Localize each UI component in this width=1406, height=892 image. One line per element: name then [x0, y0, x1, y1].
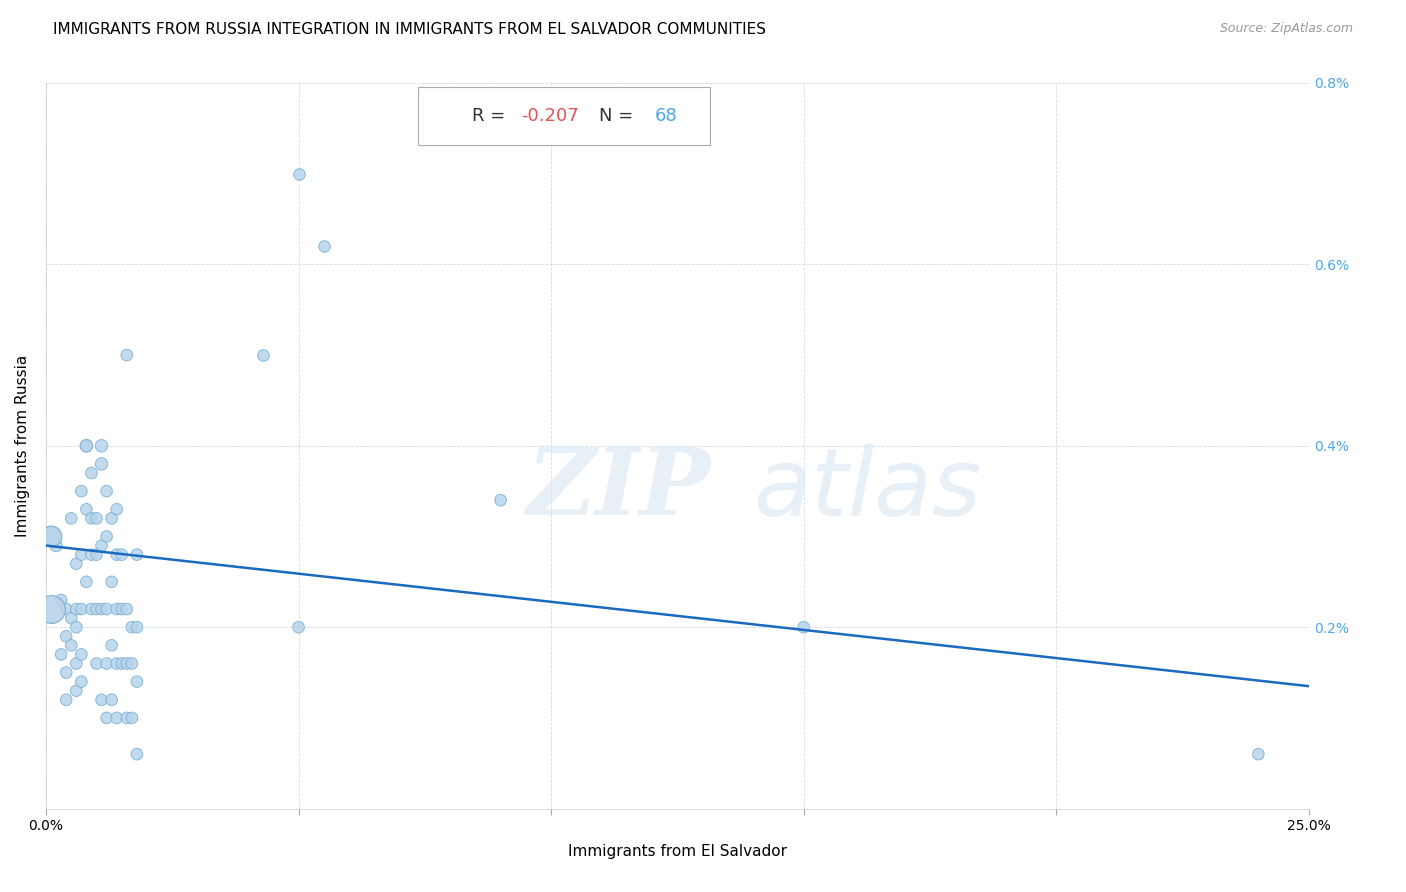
Point	[111, 657, 134, 671]
Point	[90, 539, 112, 553]
Text: ZIP: ZIP	[526, 444, 710, 534]
Point	[96, 484, 118, 499]
Text: Source: ZipAtlas.com: Source: ZipAtlas.com	[1219, 22, 1353, 36]
Point	[100, 693, 122, 707]
Point	[49, 648, 72, 662]
Point	[65, 557, 87, 571]
Point	[70, 648, 93, 662]
Point	[96, 657, 118, 671]
Point	[80, 548, 103, 562]
Point	[80, 466, 103, 480]
Point	[65, 657, 87, 671]
Text: atlas: atlas	[754, 444, 981, 535]
Point	[70, 548, 93, 562]
Point	[55, 629, 77, 643]
Point	[70, 674, 93, 689]
Point	[1247, 747, 1270, 762]
Point	[96, 711, 118, 725]
Point	[80, 511, 103, 525]
Point	[252, 348, 274, 362]
Point	[86, 657, 108, 671]
Point	[125, 548, 148, 562]
Point	[312, 239, 335, 253]
Point	[80, 602, 103, 616]
Point	[39, 529, 62, 543]
Point	[105, 548, 128, 562]
Point	[121, 711, 143, 725]
Point	[90, 693, 112, 707]
Point	[70, 602, 93, 616]
Point	[111, 548, 134, 562]
Point	[65, 683, 87, 698]
Point	[45, 539, 67, 553]
Point	[125, 674, 148, 689]
Point	[75, 502, 97, 516]
Point	[60, 611, 83, 625]
Point	[90, 457, 112, 471]
Point	[125, 620, 148, 634]
Point	[65, 620, 87, 634]
Point	[105, 602, 128, 616]
Point	[121, 620, 143, 634]
X-axis label: Immigrants from El Salvador: Immigrants from El Salvador	[568, 844, 787, 859]
Point	[125, 747, 148, 762]
Point	[105, 711, 128, 725]
Point	[115, 711, 138, 725]
Point	[70, 484, 93, 499]
Point	[115, 657, 138, 671]
Point	[90, 439, 112, 453]
Point	[55, 602, 77, 616]
Point	[115, 602, 138, 616]
Point	[287, 167, 309, 181]
Point	[111, 602, 134, 616]
Text: 68: 68	[655, 107, 678, 126]
Y-axis label: Immigrants from Russia: Immigrants from Russia	[15, 355, 30, 537]
Point	[39, 529, 62, 543]
Point	[100, 574, 122, 589]
Point	[115, 348, 138, 362]
Text: -0.207: -0.207	[522, 107, 579, 126]
Point	[75, 574, 97, 589]
Point	[100, 638, 122, 652]
Point	[55, 665, 77, 680]
Point	[86, 511, 108, 525]
Point	[793, 620, 815, 634]
Point	[287, 620, 309, 634]
Point	[65, 602, 87, 616]
Text: IMMIGRANTS FROM RUSSIA INTEGRATION IN IMMIGRANTS FROM EL SALVADOR COMMUNITIES: IMMIGRANTS FROM RUSSIA INTEGRATION IN IM…	[53, 22, 766, 37]
Point	[75, 439, 97, 453]
Point	[105, 502, 128, 516]
Point	[49, 593, 72, 607]
Point	[60, 638, 83, 652]
Point	[86, 602, 108, 616]
Point	[60, 511, 83, 525]
Point	[90, 602, 112, 616]
Point	[86, 548, 108, 562]
Point	[100, 511, 122, 525]
Point	[75, 439, 97, 453]
Text: N =: N =	[599, 107, 638, 126]
Point	[105, 657, 128, 671]
Point	[489, 493, 512, 508]
Text: R =: R =	[472, 107, 512, 126]
Point	[55, 693, 77, 707]
Point	[121, 657, 143, 671]
Point	[96, 602, 118, 616]
Point	[96, 529, 118, 543]
Point	[39, 602, 62, 616]
